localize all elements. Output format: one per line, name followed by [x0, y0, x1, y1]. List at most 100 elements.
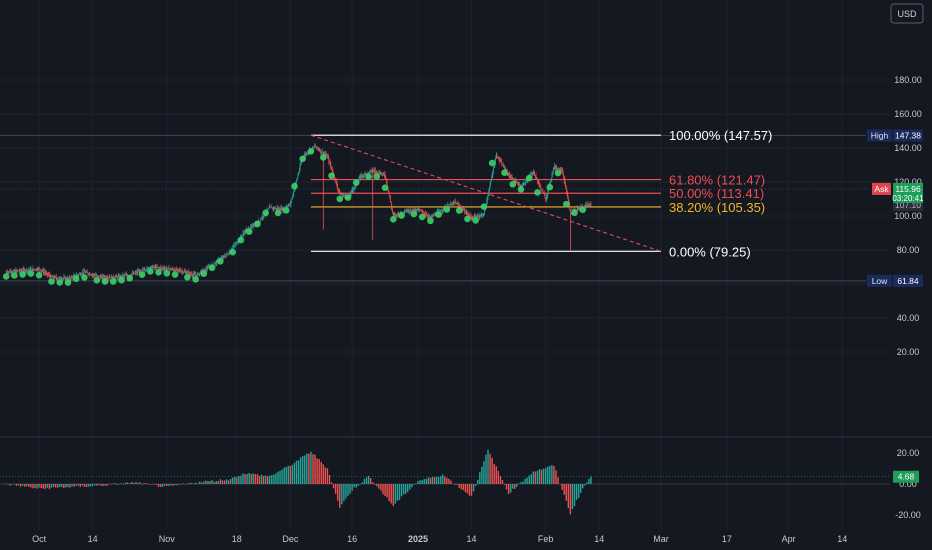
price-bubble	[262, 209, 269, 217]
candle	[306, 152, 308, 155]
candle	[208, 266, 210, 268]
candle	[81, 274, 83, 275]
candle	[163, 268, 165, 270]
candle	[392, 209, 393, 213]
candle	[316, 146, 317, 148]
candle	[359, 178, 361, 180]
candle	[143, 269, 144, 271]
fib-level-label: 0.00% (79.25)	[669, 244, 751, 259]
candle	[434, 213, 436, 216]
x-axis[interactable]: Oct 14 Nov 18 Dec 16 2025 14 Feb 14 Mar 17 Apr 14	[32, 534, 847, 544]
candle	[61, 278, 63, 280]
candle	[74, 275, 76, 276]
oscillator-bar	[59, 484, 61, 488]
price-bubble	[435, 211, 442, 218]
candle	[275, 208, 277, 209]
candle	[23, 269, 24, 271]
currency-button-box[interactable]	[890, 3, 924, 24]
candle	[417, 208, 418, 210]
candle	[178, 269, 180, 271]
low-value: 61.84	[897, 276, 919, 286]
candle	[69, 277, 70, 279]
fib-level-label: 50.00% (113.41)	[669, 186, 764, 201]
candle	[320, 150, 321, 152]
candle	[27, 269, 29, 271]
oscillator-bar	[584, 484, 586, 486]
oscillator-bar	[248, 472, 250, 484]
oscillator-bar	[34, 484, 36, 489]
candle	[577, 207, 578, 210]
oscillator-bar	[145, 483, 147, 484]
candle	[215, 262, 216, 264]
oscillator-bar	[429, 477, 432, 484]
oscillator-bar	[522, 481, 524, 484]
candle	[117, 276, 119, 279]
oscillator-bar	[454, 484, 456, 485]
oscillator-bar	[143, 483, 145, 484]
candle	[173, 269, 175, 271]
candle	[509, 174, 510, 176]
oscillator-bar	[7, 484, 9, 485]
candle	[273, 207, 275, 209]
price-bubble	[229, 248, 236, 256]
candle	[557, 168, 558, 169]
oscillator-bar	[236, 477, 238, 484]
candle	[522, 183, 524, 186]
candle	[109, 277, 111, 279]
candle	[242, 233, 244, 236]
candle	[531, 174, 532, 175]
y-tick-label: 120.00	[894, 177, 922, 187]
candle	[261, 216, 263, 219]
candle	[86, 271, 88, 273]
candle	[225, 255, 227, 257]
candle	[44, 272, 45, 273]
trend-line-segment[interactable]	[310, 134, 662, 252]
oscillator-bar	[575, 484, 578, 501]
currency-button[interactable]: USD	[890, 3, 924, 24]
candle	[141, 269, 143, 271]
oscillator-bar	[489, 453, 491, 484]
trend-line[interactable]	[310, 134, 662, 252]
candle	[322, 152, 323, 153]
candle	[42, 270, 44, 273]
candle	[498, 157, 500, 160]
y-tick-label: 80.00	[897, 245, 920, 255]
candle	[14, 270, 16, 272]
candle	[139, 270, 141, 273]
candle	[474, 216, 475, 219]
candle	[191, 275, 193, 276]
oscillator-bar	[394, 484, 397, 504]
candle	[120, 276, 122, 278]
candle	[556, 167, 558, 169]
oscillator-bar	[499, 476, 502, 484]
candle	[278, 208, 280, 209]
candle	[101, 276, 102, 279]
candle	[113, 276, 114, 278]
oscillator-axis[interactable]: 20.00 0.00 -20.00	[895, 448, 921, 520]
candle	[269, 206, 271, 208]
candle	[42, 270, 43, 271]
candle	[19, 269, 21, 271]
candle	[384, 175, 386, 177]
candle	[422, 211, 424, 213]
candle	[199, 272, 201, 274]
candle	[374, 170, 376, 172]
candle	[134, 272, 136, 274]
oscillator-bar	[137, 482, 139, 484]
price-bubble	[488, 159, 496, 167]
price-bubble	[254, 220, 261, 228]
candle	[502, 164, 504, 167]
candle	[157, 267, 159, 268]
candle	[516, 182, 518, 184]
candle	[465, 212, 466, 213]
x-tick-label: Nov	[159, 534, 176, 544]
x-tick-label: Mar	[653, 534, 669, 544]
candle	[469, 214, 470, 216]
candle	[99, 276, 100, 278]
candle	[16, 270, 18, 271]
y-axis[interactable]: 180.00160.00140.00120.00100.0080.0060.00…	[894, 75, 922, 357]
candle	[251, 225, 253, 227]
oscillator-bar	[557, 477, 559, 484]
candle	[304, 154, 306, 157]
